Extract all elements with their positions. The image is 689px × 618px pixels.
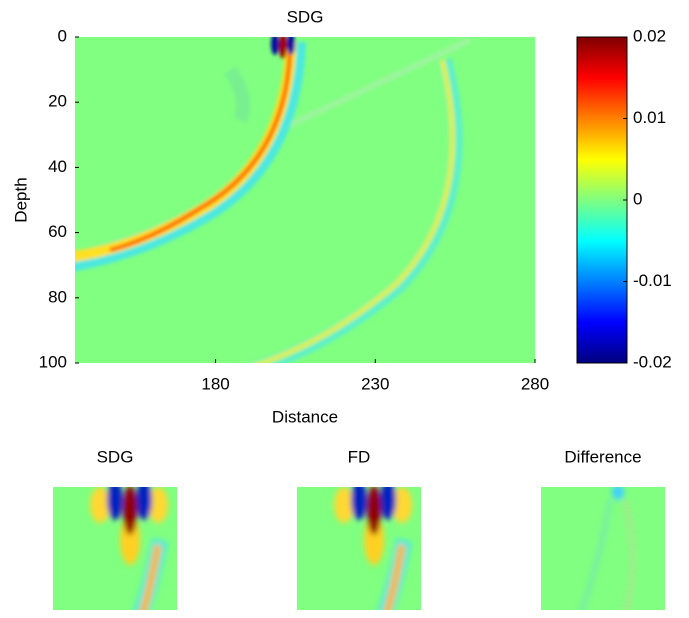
wavefield xyxy=(334,487,412,610)
x-tick-label: 230 xyxy=(361,374,389,393)
wave xyxy=(288,37,472,128)
wave xyxy=(392,487,412,523)
y-tick-label: 0 xyxy=(58,26,67,45)
source-lobe xyxy=(123,487,137,535)
source-lobe xyxy=(107,487,123,520)
wave xyxy=(139,544,162,610)
wave xyxy=(120,515,140,565)
y-tick-label: 60 xyxy=(48,222,67,241)
chart-title: SDG xyxy=(287,7,324,26)
x-tick-label: 180 xyxy=(201,374,229,393)
source-lobe xyxy=(367,487,381,535)
source-lobe xyxy=(279,37,287,59)
source-lobe xyxy=(136,487,152,520)
colorbar-tick-label: 0 xyxy=(633,189,642,208)
source-lobe xyxy=(380,487,396,520)
wave xyxy=(90,487,110,523)
wave xyxy=(334,487,354,523)
source-lobe xyxy=(351,487,367,520)
colorbar xyxy=(576,36,628,364)
panel-title: SDG xyxy=(97,447,134,466)
colorbar-tick-label: 0.02 xyxy=(633,26,666,45)
colorbar-tick-label: -0.02 xyxy=(633,352,672,371)
wave xyxy=(148,487,168,523)
wavefield xyxy=(90,487,168,610)
y-tick-label: 20 xyxy=(48,92,67,111)
x-axis-label: Distance xyxy=(272,407,338,426)
wave xyxy=(109,49,292,252)
image-background xyxy=(75,37,535,363)
wave xyxy=(578,499,613,610)
colorbar-tick-label: 0.01 xyxy=(633,108,666,127)
panel-title: FD xyxy=(348,447,371,466)
wavefield xyxy=(578,487,637,610)
y-tick-label: 80 xyxy=(48,287,67,306)
source-lobe xyxy=(612,487,624,500)
x-tick-label: 280 xyxy=(521,374,549,393)
wave xyxy=(621,499,637,610)
colorbar-tick-label: -0.01 xyxy=(633,271,672,290)
source-lobe xyxy=(271,37,279,55)
y-tick-label: 100 xyxy=(39,352,67,371)
y-axis-label: Depth xyxy=(11,177,30,222)
wavefield xyxy=(75,37,472,363)
wave xyxy=(383,544,406,610)
wave xyxy=(253,59,456,363)
y-tick-label: 40 xyxy=(48,157,67,176)
wave xyxy=(364,515,384,565)
wave xyxy=(224,66,251,124)
source-lobe xyxy=(287,37,295,55)
panel-title: Difference xyxy=(564,447,641,466)
